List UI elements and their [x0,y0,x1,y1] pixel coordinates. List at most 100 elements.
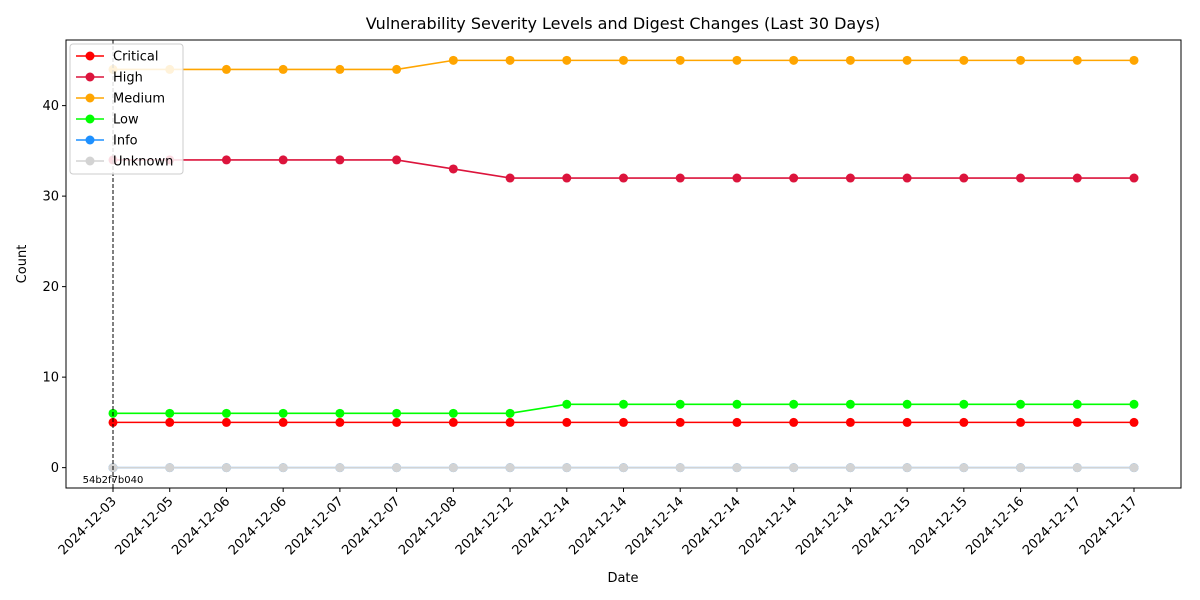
data-point-high [392,155,402,165]
plot-area: 54b2f7b040 [65,39,1182,489]
data-point-medium [959,55,969,65]
legend-entry-high: High [113,71,143,86]
data-point-low [619,399,628,409]
data-point-critical [789,417,799,427]
data-point-critical [278,417,288,427]
data-point-medium [1016,55,1026,65]
data-point-critical [1016,417,1026,427]
y-tick-label: 30 [42,190,59,205]
x-tick-label: 2024-12-15 [907,494,971,558]
x-tick-label: 2024-12-14 [510,494,574,558]
x-tick-label: 2024-12-14 [680,494,744,558]
x-tick-label: 2024-12-05 [113,494,177,558]
data-point-low [959,399,969,409]
legend-entry-low: Low [113,113,139,128]
data-point-critical [108,417,118,427]
data-point-critical [732,417,742,427]
data-point-unknown [165,463,175,473]
data-point-high [1016,173,1026,183]
data-point-unknown [392,463,402,473]
annotation-label: 54b2f7b040 [83,475,144,486]
data-point-high [675,173,685,183]
data-point-critical [165,417,175,427]
legend-entry-medium: Medium [113,92,165,107]
x-tick-label: 2024-12-06 [226,494,290,558]
data-point-high [959,173,969,183]
x-tick-label: 2024-12-17 [1020,494,1084,558]
data-point-high [335,155,345,165]
legend-marker-low [85,114,95,124]
data-point-low [221,408,231,418]
legend-marker-critical [85,51,95,61]
x-tick-label: 2024-12-16 [963,494,1027,558]
x-tick-label: 2024-12-08 [396,494,460,558]
legend-marker-high [85,72,95,82]
data-point-critical [845,417,855,427]
x-tick-label: 2024-12-07 [339,494,403,558]
y-axis-label: Count [15,245,30,284]
x-tick-label: 2024-12-15 [850,494,914,558]
x-axis-label: Date [607,571,638,586]
legend-marker-medium [85,93,95,103]
data-point-low [1129,399,1139,409]
legend-entry-critical: Critical [113,50,158,65]
data-point-high [221,155,231,165]
data-point-medium [1072,55,1082,65]
data-point-medium [448,55,458,65]
legend-entry-info: Info [113,134,138,149]
data-point-critical [505,417,515,427]
data-point-high [505,173,515,183]
data-point-critical [221,417,231,427]
data-point-low [1072,399,1082,409]
data-point-unknown [221,463,231,473]
data-point-critical [619,417,628,427]
data-point-high [789,173,799,183]
legend-marker-info [85,135,95,145]
data-point-low [505,408,515,418]
x-tick-label: 2024-12-03 [56,494,120,558]
data-point-medium [619,55,628,65]
data-point-medium [335,64,345,74]
data-point-medium [1129,55,1139,65]
data-point-low [278,408,288,418]
y-tick-label: 0 [51,461,59,476]
data-point-medium [562,55,572,65]
data-point-high [1072,173,1082,183]
data-point-medium [505,55,515,65]
data-point-unknown [732,463,742,473]
data-point-low [902,399,912,409]
data-point-critical [335,417,345,427]
data-point-high [902,173,912,183]
data-point-high [278,155,288,165]
data-point-high [619,173,628,183]
data-point-critical [675,417,685,427]
y-axis-ticks: 0 10 20 30 40 [42,99,66,476]
data-point-low [789,399,799,409]
data-point-high [732,173,742,183]
data-point-critical [1072,417,1082,427]
data-point-low [1016,399,1026,409]
data-point-low [562,399,572,409]
x-tick-label: 2024-12-07 [283,494,347,558]
data-point-high [845,173,855,183]
data-point-unknown [448,463,458,473]
x-tick-label: 2024-12-12 [453,494,517,558]
data-point-unknown [278,463,288,473]
data-point-unknown [1072,463,1082,473]
x-tick-label: 2024-12-14 [793,494,857,558]
data-point-unknown [1016,463,1026,473]
data-point-medium [845,55,855,65]
data-point-unknown [845,463,855,473]
data-point-medium [221,64,231,74]
data-point-critical [448,417,458,427]
data-point-low [675,399,685,409]
data-point-critical [959,417,969,427]
y-tick-label: 10 [42,371,59,386]
data-point-unknown [902,463,912,473]
x-tick-label: 2024-12-14 [566,494,630,558]
data-point-medium [278,64,288,74]
data-point-critical [392,417,402,427]
x-axis-ticks: 2024-12-032024-12-052024-12-062024-12-06… [56,488,1141,558]
data-point-medium [902,55,912,65]
data-point-unknown [959,463,969,473]
